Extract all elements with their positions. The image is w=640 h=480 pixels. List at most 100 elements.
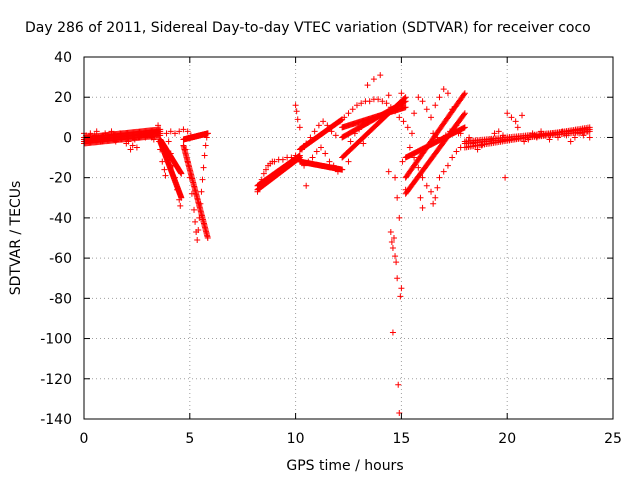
data-point [447,128,454,135]
data-point [379,98,386,105]
data-point [167,150,174,157]
data-point [415,94,422,101]
data-point [119,136,126,143]
data-point [188,190,195,197]
data-point [106,134,113,141]
x-tick-label: 5 [185,431,194,447]
data-point [396,214,403,221]
data-point [508,114,515,121]
data-point [580,132,587,139]
data-point [343,150,350,157]
data-point [502,174,509,181]
data-point [133,144,140,151]
y-tick-label: 40 [54,50,72,66]
data-point [93,128,100,135]
data-point [563,132,570,139]
data-point [411,110,418,117]
data-point [436,94,443,101]
data-point [404,124,411,131]
data-point [525,136,532,143]
data-point [392,174,399,181]
data-point [396,114,403,121]
chart-title: Day 286 of 2011, Sidereal Day-to-day VTE… [25,20,591,36]
y-tick-label: 0 [63,130,72,146]
x-tick-label: 10 [287,431,305,447]
data-point [428,114,435,121]
data-point [341,114,348,121]
y-tick-label: -100 [40,332,72,348]
y-tick-label: -60 [49,251,72,267]
data-point [504,110,511,117]
data-point [399,158,406,165]
band-point [402,104,409,111]
y-tick-label: -80 [49,291,72,307]
data-point [303,140,310,147]
data-point [519,112,526,119]
data-point [466,134,473,141]
data-point [571,134,578,141]
data-point [499,132,506,139]
x-axis-label: GPS time / hours [286,458,403,474]
data-point [162,172,169,179]
data-point [432,102,439,109]
data-point [351,130,358,137]
data-point [584,128,591,135]
data-point [394,194,401,201]
data-point [313,148,320,155]
data-point [423,106,430,113]
data-point [315,122,322,129]
data-point [87,130,94,137]
data-point [396,409,403,416]
data-point [95,134,102,141]
data-point [455,130,462,137]
data-point [444,90,451,97]
data-point [163,130,170,137]
data-point [419,98,426,105]
data-point [559,128,566,135]
data-point [150,136,157,143]
data-point [294,116,301,123]
data-point [155,122,162,129]
data-point [444,162,451,169]
y-tick-label: -40 [49,211,72,227]
data-point [171,130,178,137]
data-point [430,200,437,207]
data-point [156,138,163,145]
data-point [411,154,418,161]
data-point [182,146,189,153]
data-point [400,118,407,125]
data-point [125,138,132,145]
data-point [140,130,147,137]
data-point [191,206,198,213]
data-point [457,144,464,151]
band-point [178,170,185,177]
data-point [169,162,176,169]
axis-ticks [83,56,614,420]
data-point [397,293,404,300]
data-point [201,152,208,159]
data-point [112,138,119,145]
data-point [108,128,115,135]
data-point [186,174,193,181]
data-point [307,134,314,141]
data-point [521,138,528,145]
data-point [89,136,96,143]
data-point [474,146,481,153]
data-point [165,138,172,145]
data-point [440,86,447,93]
data-point [393,259,400,266]
data-point [121,132,128,139]
data-point [97,138,104,145]
tick-labels: 0 5 10 15 20 25 40 20 0 -20 -40 -60 -80 -100 -120 -140 [40,50,622,447]
y-tick-label: -20 [49,171,72,187]
data-point [514,124,521,131]
data-point [529,130,536,137]
band-point [157,130,164,137]
data-point [195,226,202,233]
data-point [438,136,445,143]
data-point [387,228,394,235]
data-point [102,130,109,137]
data-point [298,146,305,153]
data-point [533,134,540,141]
data-point [161,166,168,173]
